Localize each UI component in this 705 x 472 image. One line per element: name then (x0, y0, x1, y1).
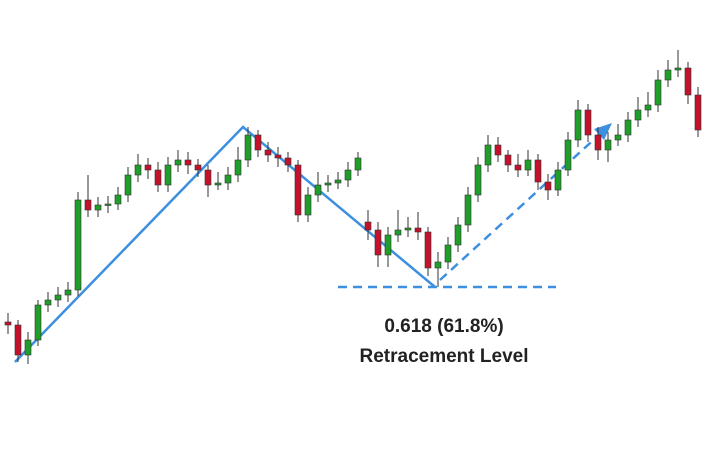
candle-body (614, 134, 622, 141)
candle-body (434, 261, 442, 269)
candle-body (564, 139, 572, 171)
candle-body (344, 169, 352, 181)
candle-body (264, 149, 272, 156)
swing-line (14, 125, 436, 363)
candle-body (164, 164, 172, 186)
candle-body (214, 182, 222, 186)
candle-body (314, 184, 322, 196)
candle-body (594, 134, 602, 151)
candle-body (534, 159, 542, 183)
candle-body (334, 179, 342, 184)
candles (4, 50, 702, 364)
candle-body (644, 104, 652, 111)
candle-body (4, 321, 12, 326)
candle-body (384, 234, 392, 256)
candle-body (184, 159, 192, 166)
candle-body (134, 164, 142, 176)
candle-body (24, 339, 32, 356)
candle-body (494, 144, 502, 156)
candle-body (194, 164, 202, 171)
candle-body (34, 304, 42, 341)
candle-body (444, 244, 452, 263)
candle-body (654, 79, 662, 106)
candle-body (304, 194, 312, 216)
candle-body (624, 119, 632, 136)
candle-body (224, 174, 232, 184)
candle-body (374, 229, 382, 256)
candle-body (504, 154, 512, 166)
annotation: Retracement Level (360, 346, 529, 367)
candle-body (414, 227, 422, 233)
candle-body (524, 159, 532, 171)
candle-body (424, 231, 432, 269)
candle-body (284, 157, 292, 166)
annotation: 0.618 (61.8%) (384, 316, 503, 337)
candle-body (84, 199, 92, 211)
candle-body (204, 169, 212, 186)
candle-body (514, 164, 522, 171)
candle-body (54, 294, 62, 301)
candle-body (694, 94, 702, 131)
candle-body (664, 69, 672, 81)
candle-body (174, 159, 182, 166)
candle-body (234, 159, 242, 176)
candle-body (14, 324, 22, 356)
candle-body (154, 169, 162, 186)
candle-body (364, 221, 372, 231)
candle-body (604, 139, 612, 151)
candle-body (584, 109, 592, 136)
candle-body (114, 194, 122, 205)
candle-body (684, 67, 692, 96)
candle-body (44, 299, 52, 306)
projection-line (439, 133, 601, 281)
candle-body (324, 182, 332, 186)
candle-body (464, 194, 472, 226)
arrow-head (594, 123, 612, 140)
candle-body (144, 164, 152, 171)
candle-body (254, 134, 262, 151)
candle-body (274, 154, 282, 159)
candle-body (574, 109, 582, 141)
candle-body (104, 203, 112, 206)
candle-body (94, 204, 102, 211)
candle-body (634, 109, 642, 121)
candle-body (554, 169, 562, 191)
candle-body (294, 164, 302, 216)
candle-body (394, 229, 402, 236)
candle-body (544, 181, 552, 191)
candle-body (484, 144, 492, 166)
candle-body (64, 289, 72, 296)
candle-body (244, 134, 252, 161)
candle-body (354, 157, 362, 171)
candle-body (474, 164, 482, 196)
candle-body (454, 224, 462, 246)
candle-body (124, 174, 132, 196)
candle-body (404, 227, 412, 231)
candle-body (674, 67, 682, 71)
candle-body (74, 199, 82, 291)
